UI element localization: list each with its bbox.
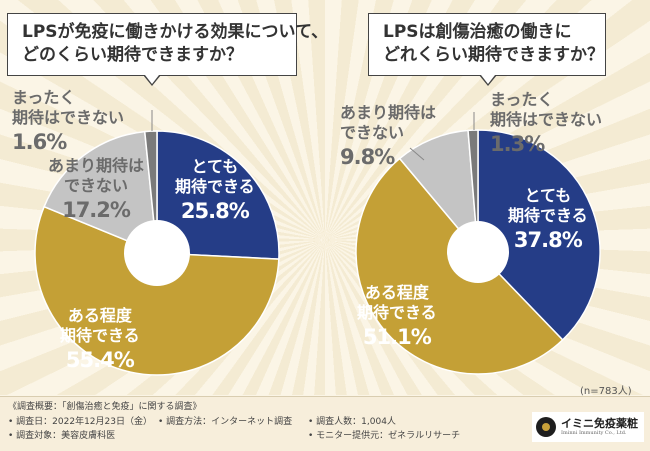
chart1-donut bbox=[34, 130, 280, 376]
chart2-label-notmuch-line2: できない bbox=[340, 123, 405, 142]
chart1-label-very-line1: とても bbox=[191, 157, 239, 176]
chart2-label-somewhat-line1: ある程度 bbox=[364, 283, 429, 302]
chart2-label-very-line2: 期待できる bbox=[508, 206, 588, 225]
chart2-slice-notmuch bbox=[398, 129, 479, 255]
chart1-pct-somewhat: 55.4% bbox=[65, 348, 135, 372]
chart1-label-notatall-line2: 期待はできない bbox=[12, 108, 125, 127]
survey-target: • 調査対象：美容皮膚科医 bbox=[8, 431, 116, 441]
chart2-label-notmuch: あまり期待は できない 9.8% bbox=[340, 103, 436, 171]
logo-subtext: Iminni Immunity Co., Ltd. bbox=[561, 430, 627, 436]
chart2-label-somewhat: ある程度 期待できる 51.1% bbox=[357, 283, 437, 351]
logo-mark-icon bbox=[536, 417, 556, 437]
chart2-label-notatall-line2: 期待はできない bbox=[490, 110, 603, 129]
chart2-label-notmuch-line1: あまり期待は bbox=[340, 103, 437, 122]
chart1-label-somewhat-line1: ある程度 bbox=[67, 306, 132, 325]
chart2-center-hole bbox=[447, 221, 509, 283]
chart1-title-line1: LPSが免疫に働きかける効果について、 bbox=[22, 22, 329, 42]
charts-svg bbox=[34, 110, 601, 376]
chart2-pct-notmuch: 9.8% bbox=[340, 145, 395, 169]
chart2-leader-notmuch bbox=[409, 147, 425, 161]
chart2-label-very: とても 期待できる 37.8% bbox=[508, 186, 588, 254]
chart1-pct-very: 25.8% bbox=[180, 199, 250, 223]
chart1-center-hole bbox=[124, 220, 190, 286]
chart1-label-very-line2: 期待できる bbox=[175, 177, 255, 196]
chart2-title-line2: どれくらい期待できますか？ bbox=[383, 45, 604, 65]
chart1-label-notmuch-line1: あまり期待は bbox=[48, 156, 145, 175]
chart2-title: LPSは創傷治癒の働きに どれくらい期待できますか？ bbox=[368, 13, 606, 86]
survey-count: • 調査人数：1,004人 bbox=[308, 417, 396, 427]
chart2-label-notatall: まったく 期待はできない 1.3% bbox=[490, 90, 602, 158]
survey-date: • 調査日：2022年12月23日（金） bbox=[8, 417, 152, 427]
sample-size-note: (n=783人) bbox=[580, 386, 632, 397]
chart1-slice-very bbox=[156, 130, 280, 260]
chart1-label-somewhat-line2: 期待できる bbox=[60, 326, 140, 345]
survey-method: • 調査方法：インターネット調査 bbox=[158, 417, 293, 427]
chart2-pct-notatall: 1.3% bbox=[490, 132, 545, 156]
chart2-label-somewhat-line2: 期待できる bbox=[357, 303, 437, 322]
chart1-title-line2: どのくらい期待できますか？ bbox=[22, 45, 243, 65]
chart2-title-line1: LPSは創傷治癒の働きに bbox=[383, 22, 572, 42]
chart1-slice-somewhat bbox=[34, 205, 280, 376]
chart1-pct-notmuch: 17.2% bbox=[62, 198, 131, 222]
chart2-pct-somewhat: 51.1% bbox=[362, 325, 432, 349]
survey-title: 《調査概要：「創傷治癒と免疫」に関する調査》 bbox=[8, 402, 202, 412]
logo-text: イミニ免疫薬粧 Iminni Immunity Co., Ltd. bbox=[561, 417, 638, 437]
chart2-label-very-line1: とても bbox=[524, 186, 572, 205]
chart1-title: LPSが免疫に働きかける効果について、 どのくらい期待できますか？ bbox=[7, 13, 329, 86]
logo-name: イミニ免疫薬粧 bbox=[561, 417, 638, 430]
chart2-label-notatall-line1: まったく bbox=[490, 90, 554, 109]
chart1-label-somewhat: ある程度 期待できる 55.4% bbox=[60, 306, 140, 374]
chart1-label-notmuch-line2: できない bbox=[64, 176, 129, 195]
chart2-slice-very bbox=[477, 129, 601, 341]
chart2-donut bbox=[355, 129, 601, 375]
company-logo: イミニ免疫薬粧 Iminni Immunity Co., Ltd. bbox=[532, 412, 644, 442]
chart1-pct-notatall: 1.6% bbox=[12, 130, 67, 154]
chart1-slice-notmuch bbox=[43, 130, 158, 255]
chart1-label-notatall-line1: まったく bbox=[12, 88, 76, 107]
chart1-label-notatall: まったく 期待はできない 1.6% bbox=[12, 88, 124, 156]
chart1-label-notmuch: あまり期待は できない 17.2% bbox=[48, 156, 144, 224]
chart1-label-very: とても 期待できる 25.8% bbox=[175, 157, 255, 225]
chart2-pct-very: 37.8% bbox=[513, 228, 583, 252]
survey-provider: • モニター提供元：ゼネラルリサーチ bbox=[308, 431, 461, 441]
